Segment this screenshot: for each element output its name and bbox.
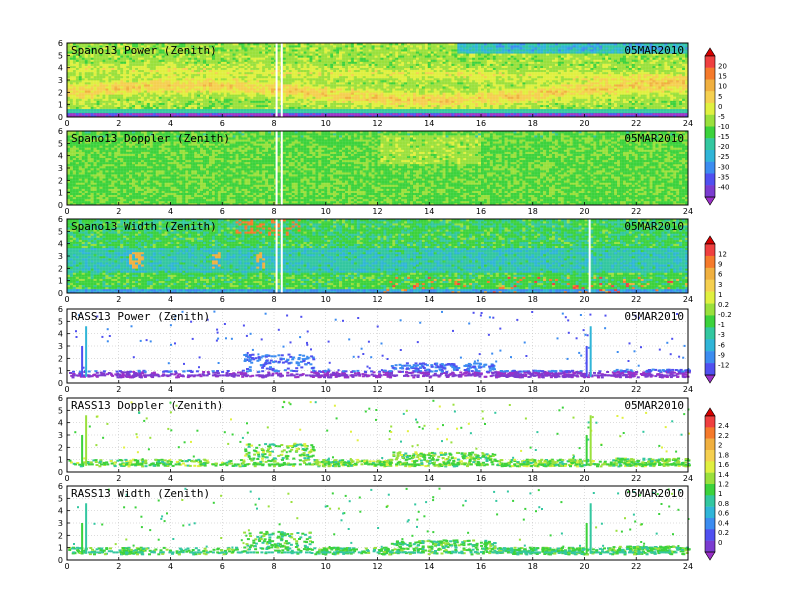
panel-1: Spano13 Power (Zenith) 05MAR20100 2 4 6 8 10 12… <box>58 39 693 128</box>
panels-layer: Spano13 Power (Zenith) 05MAR20100 2 4 6 8 10 12… <box>58 39 693 571</box>
